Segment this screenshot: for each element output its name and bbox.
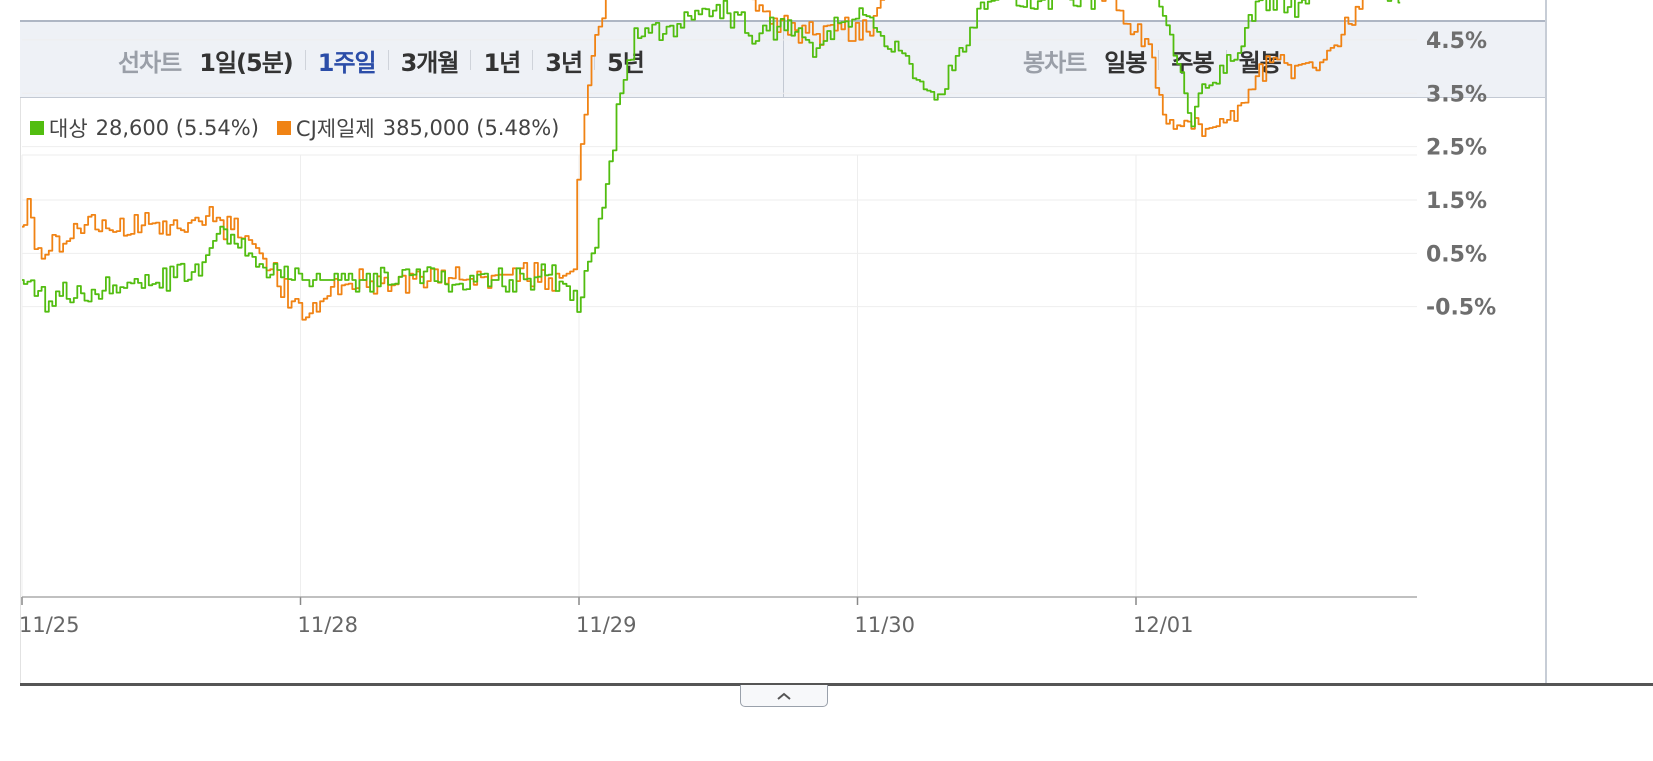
candle-chart-group: 봉차트 일봉 주봉 월봉 bbox=[1023, 22, 1282, 98]
legend-swatch bbox=[30, 121, 44, 135]
chevron-up-icon bbox=[777, 692, 791, 700]
legend-item-cj: CJ제일제 385,000 (5.48%) bbox=[276, 113, 560, 143]
chart-grid bbox=[21, 39, 1417, 597]
tab-separator bbox=[1225, 50, 1227, 70]
tab-separator bbox=[594, 50, 596, 70]
tab-3years[interactable]: 3년 bbox=[545, 48, 583, 77]
line-chart-label: 선차트 bbox=[118, 48, 182, 77]
x-tick-label: 12/01 bbox=[1133, 613, 1194, 637]
toolbar-divider bbox=[783, 22, 784, 98]
panel-bottom-border bbox=[20, 683, 1653, 686]
y-tick-label: 0.5% bbox=[1426, 242, 1487, 267]
chart-type-toolbar: 선차트 1일(5분) 1주일 3개월 1년 3년 5년 봉차트 일봉 주봉 월봉 bbox=[20, 22, 1545, 98]
tab-separator bbox=[1158, 50, 1160, 70]
x-tick-label: 11/28 bbox=[298, 613, 359, 637]
tab-separator bbox=[532, 50, 534, 70]
tab-1day[interactable]: 1일(5분) bbox=[199, 48, 293, 77]
y-tick-label: 2.5% bbox=[1426, 136, 1487, 161]
tab-separator bbox=[304, 50, 306, 70]
series-line-cj bbox=[22, 0, 1364, 321]
legend-series-name: CJ제일제 bbox=[295, 117, 375, 141]
panel-left-border bbox=[20, 98, 21, 686]
legend-series-name: 대상 bbox=[49, 117, 88, 141]
chart-axes: 6.5%5.5%4.5%3.5%2.5%1.5%0.5%-0.5%11/2511… bbox=[19, 0, 1496, 637]
y-tick-label: -0.5% bbox=[1426, 296, 1496, 321]
tab-1week[interactable]: 1주일 bbox=[317, 48, 377, 77]
y-tick-label: 1.5% bbox=[1426, 189, 1487, 214]
legend-series-value: 385,000 (5.48%) bbox=[382, 116, 560, 140]
legend-item-daesang: 대상 28,600 (5.54%) bbox=[30, 113, 259, 143]
tab-5years[interactable]: 5년 bbox=[607, 48, 645, 77]
x-tick-label: 11/29 bbox=[576, 613, 637, 637]
legend-series-value: 28,600 (5.54%) bbox=[95, 116, 259, 140]
tab-1year[interactable]: 1년 bbox=[483, 48, 521, 77]
collapse-button[interactable] bbox=[740, 685, 828, 707]
tab-daily-candle[interactable]: 일봉 bbox=[1104, 48, 1147, 77]
y-tick-label: 3.5% bbox=[1426, 82, 1487, 107]
tab-3months[interactable]: 3개월 bbox=[400, 48, 460, 77]
series-line-daesang bbox=[22, 0, 1401, 313]
line-chart-group: 선차트 1일(5분) 1주일 3개월 1년 3년 5년 bbox=[118, 22, 645, 98]
panel-right-border bbox=[1545, 0, 1547, 686]
x-tick-label: 11/25 bbox=[19, 613, 80, 637]
chart-series bbox=[22, 0, 1401, 321]
legend-swatch bbox=[276, 121, 291, 135]
tab-separator bbox=[470, 50, 472, 70]
tab-separator bbox=[387, 50, 389, 70]
x-tick-label: 11/30 bbox=[855, 613, 916, 637]
tab-monthly-candle[interactable]: 월봉 bbox=[1238, 48, 1282, 77]
chart-legend: 대상 28,600 (5.54%) CJ제일제 385,000 (5.48%) bbox=[30, 113, 577, 143]
tab-weekly-candle[interactable]: 주봉 bbox=[1171, 48, 1214, 77]
y-tick-label: 5.5% bbox=[1426, 0, 1487, 1]
y-tick-label: 4.5% bbox=[1426, 29, 1487, 54]
candle-chart-label: 봉차트 bbox=[1023, 48, 1087, 77]
